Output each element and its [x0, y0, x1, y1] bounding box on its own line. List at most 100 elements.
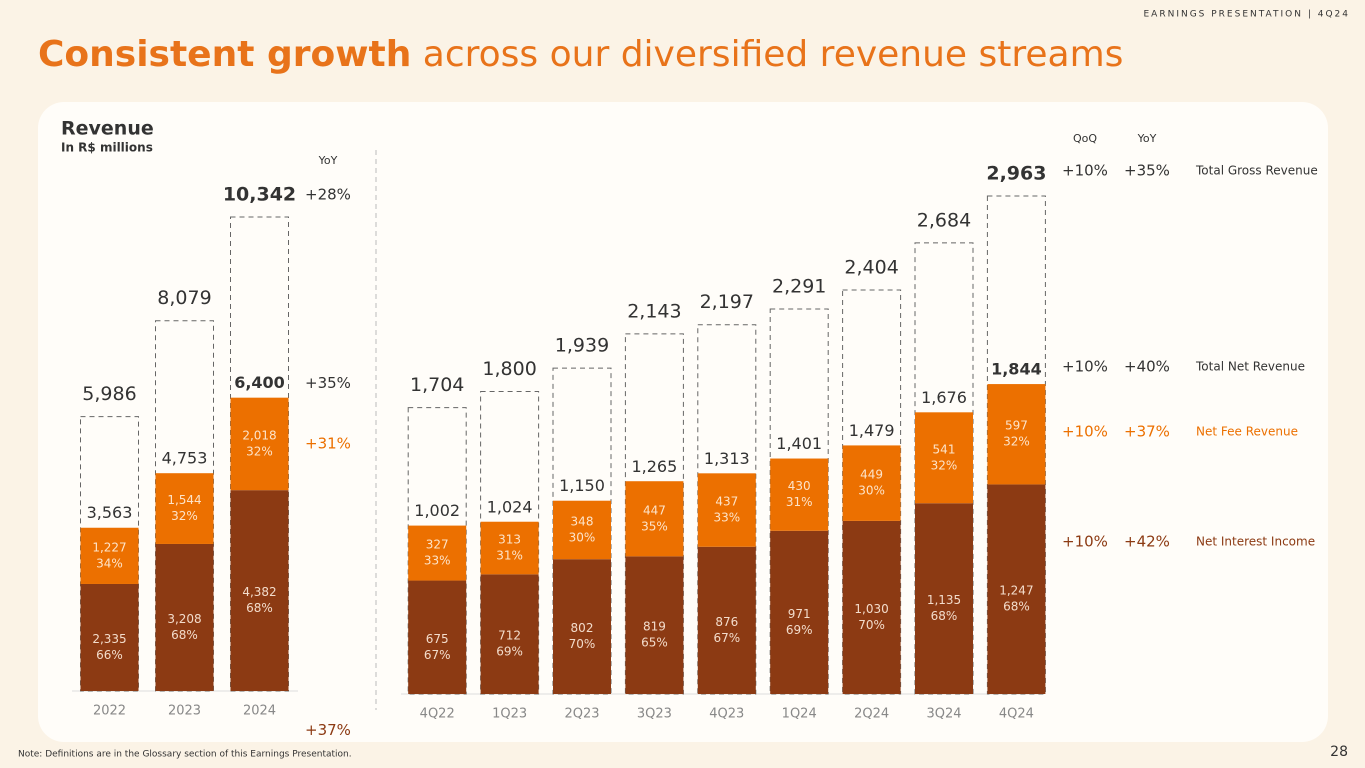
legend-label: Net Interest Income	[1196, 535, 1315, 549]
title-bold: Consistent growth	[38, 34, 411, 75]
yoy-growth: +28%	[305, 186, 351, 204]
segment-label: 819	[643, 620, 666, 634]
qoq-growth: +10%	[1062, 162, 1108, 180]
segment	[155, 543, 214, 691]
segment	[480, 574, 539, 694]
header-label: EARNINGS PRESENTATION | 4Q24	[1143, 10, 1350, 20]
segment-label-share: 30%	[858, 484, 885, 498]
segment-label-share: 68%	[246, 601, 273, 615]
segment-label: 348	[571, 514, 594, 528]
x-tick-label: 1Q24	[782, 707, 817, 722]
qoq-growth: +10%	[1062, 423, 1108, 441]
segment-label: 4,382	[242, 585, 276, 599]
segment-label: 541	[933, 442, 956, 456]
slide-title: Consistent growth across our diversified…	[38, 34, 1123, 75]
segment-label: 327	[426, 538, 449, 552]
card-subtitle: In R$ millions	[61, 141, 153, 155]
card-title: Revenue	[61, 118, 154, 140]
legend-label: Total Gross Revenue	[1195, 164, 1318, 178]
legend-label: Total Net Revenue	[1195, 360, 1305, 374]
segment	[408, 525, 467, 581]
segment-label-share: 34%	[96, 556, 123, 570]
segment	[553, 559, 611, 694]
net-label: 1,676	[921, 388, 967, 407]
net-label: 6,400	[234, 373, 285, 392]
yoy-growth: +37%	[1124, 423, 1170, 441]
net-label: 1,150	[559, 476, 605, 495]
yoy-growth: +37%	[305, 721, 351, 739]
gross-label: 2,143	[627, 300, 681, 322]
net-label: 1,844	[991, 360, 1042, 379]
segment-label: 2,018	[242, 428, 276, 442]
segment-label: 437	[715, 495, 738, 509]
x-tick-label: 2024	[243, 704, 276, 719]
x-tick-label: 4Q22	[420, 707, 455, 722]
segment-label-share: 68%	[171, 628, 198, 642]
segment-label-share: 66%	[96, 648, 123, 662]
segment-label-share: 69%	[496, 645, 523, 659]
yoy-growth: +42%	[1124, 533, 1170, 551]
segment-label: 1,030	[854, 602, 888, 616]
segment-label: 449	[860, 468, 883, 482]
segment	[230, 397, 289, 491]
segment	[770, 458, 829, 531]
yoy-header: YoY	[318, 154, 338, 167]
segment	[915, 412, 973, 504]
segment-label-share: 32%	[171, 509, 198, 523]
qoq-header: QoQ	[1073, 132, 1097, 145]
segment-label: 971	[788, 607, 811, 621]
yoy-growth: +31%	[305, 434, 351, 452]
segment-label: 597	[1005, 419, 1028, 433]
x-tick-label: 3Q24	[926, 707, 961, 722]
segment-label-share: 32%	[246, 444, 273, 458]
yoy-growth: +40%	[1124, 358, 1170, 376]
net-label: 4,753	[162, 449, 208, 468]
x-tick-label: 1Q23	[492, 707, 527, 722]
segment-label: 2,335	[92, 632, 126, 646]
x-tick-label: 4Q23	[709, 707, 744, 722]
segment	[408, 580, 467, 694]
gross-label: 8,079	[157, 287, 211, 309]
segment	[625, 481, 684, 557]
segment-label: 313	[498, 533, 521, 547]
segment-label: 802	[571, 621, 594, 635]
segment	[697, 546, 756, 694]
segment-label-share: 67%	[424, 648, 451, 662]
net-label: 1,002	[414, 501, 460, 520]
x-tick-label: 4Q24	[999, 707, 1034, 722]
segment	[697, 473, 756, 547]
segment-label: 1,247	[999, 584, 1033, 598]
segment-label-share: 68%	[1003, 600, 1030, 614]
segment-label: 712	[498, 629, 521, 643]
gross-label: 2,404	[844, 256, 898, 278]
qoq-growth: +10%	[1062, 358, 1108, 376]
net-label: 1,479	[849, 421, 895, 440]
gross-label: 1,704	[410, 374, 464, 396]
segment	[230, 490, 289, 691]
segment-label-share: 70%	[569, 637, 596, 651]
segment	[770, 530, 829, 694]
segment-label-share: 67%	[713, 631, 740, 645]
segment-label-share: 33%	[713, 511, 740, 525]
net-label: 1,265	[631, 457, 677, 476]
yoy-growth: +35%	[305, 374, 351, 392]
gross-label: 1,800	[482, 358, 536, 380]
segment	[480, 521, 539, 575]
segment	[553, 500, 611, 560]
page-number: 28	[1330, 744, 1348, 760]
segment	[155, 473, 214, 544]
segment-label-share: 35%	[641, 519, 668, 533]
gross-label: 2,197	[700, 291, 754, 313]
title-rest: across our diversified revenue streams	[411, 34, 1123, 75]
x-tick-label: 2Q24	[854, 707, 889, 722]
note: Note: Definitions are in the Glossary se…	[18, 750, 352, 760]
segment-label: 1,544	[167, 493, 201, 507]
qoq-growth: +10%	[1062, 533, 1108, 551]
segment-label-share: 70%	[858, 618, 885, 632]
segment	[987, 384, 1046, 485]
gross-label: 1,939	[555, 335, 609, 357]
segment-label-share: 30%	[569, 530, 596, 544]
x-tick-label: 2022	[93, 704, 126, 719]
segment-label-share: 69%	[786, 623, 813, 637]
